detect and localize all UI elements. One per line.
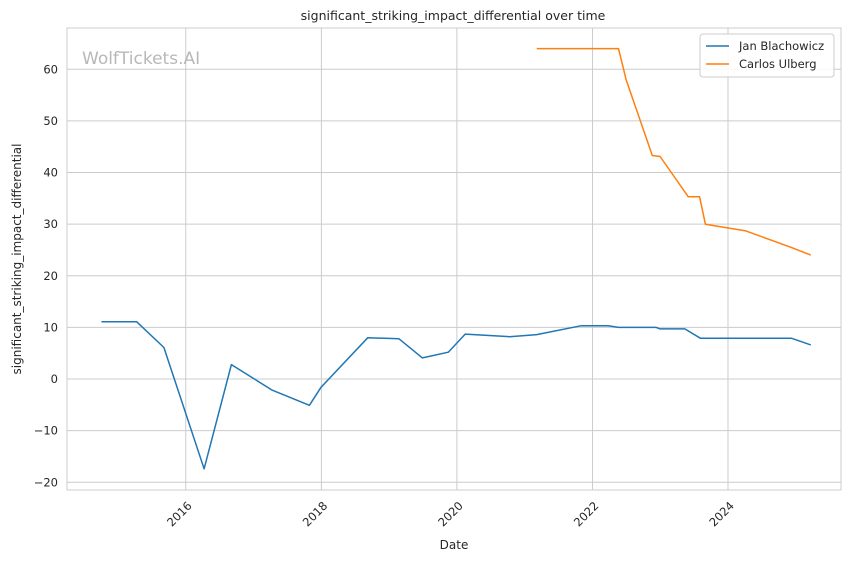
y-tick-labels: −20 −10 0 10 20 30 40 50 60 (34, 62, 58, 489)
x-tick-label: 2018 (300, 499, 331, 530)
y-tick-label: 30 (43, 217, 58, 231)
plot-area (67, 28, 841, 490)
y-tick-label: 40 (43, 166, 58, 180)
y-gridlines (67, 68, 841, 483)
x-axis-label: Date (440, 538, 469, 552)
x-tick-label: 2022 (571, 499, 602, 530)
series-line-jan-blachowicz (101, 320, 812, 470)
legend-box (699, 33, 835, 78)
y-tick-label: −20 (34, 475, 58, 489)
series-line-carlos-ulberg (536, 47, 812, 256)
watermark: WolfTickets.AI (82, 49, 200, 69)
x-tick-label: 2016 (164, 499, 195, 530)
y-tick-label: 60 (43, 62, 58, 76)
y-tick-label: −10 (34, 424, 58, 438)
x-tick-label: 2024 (706, 499, 737, 530)
legend-label-carlos-ulberg: Carlos Ulberg (739, 57, 817, 71)
chart-title: significant_striking_impact_differential… (301, 8, 606, 23)
plot-frame (66, 27, 842, 491)
x-tick-labels: 2016 2018 2020 2022 2024 (164, 499, 737, 530)
y-tick-label: 20 (43, 269, 58, 283)
x-tick-label: 2020 (435, 499, 466, 530)
y-tick-label: 0 (51, 372, 58, 386)
y-tick-label: 10 (43, 320, 58, 334)
legend-label-jan-blachowicz: Jan Blachowicz (738, 39, 824, 53)
y-axis-label: significant_striking_impact_differential (10, 144, 24, 375)
y-tick-label: 50 (43, 114, 58, 128)
legend: Jan Blachowicz Carlos Ulberg (699, 33, 835, 78)
series-layer (101, 47, 812, 470)
